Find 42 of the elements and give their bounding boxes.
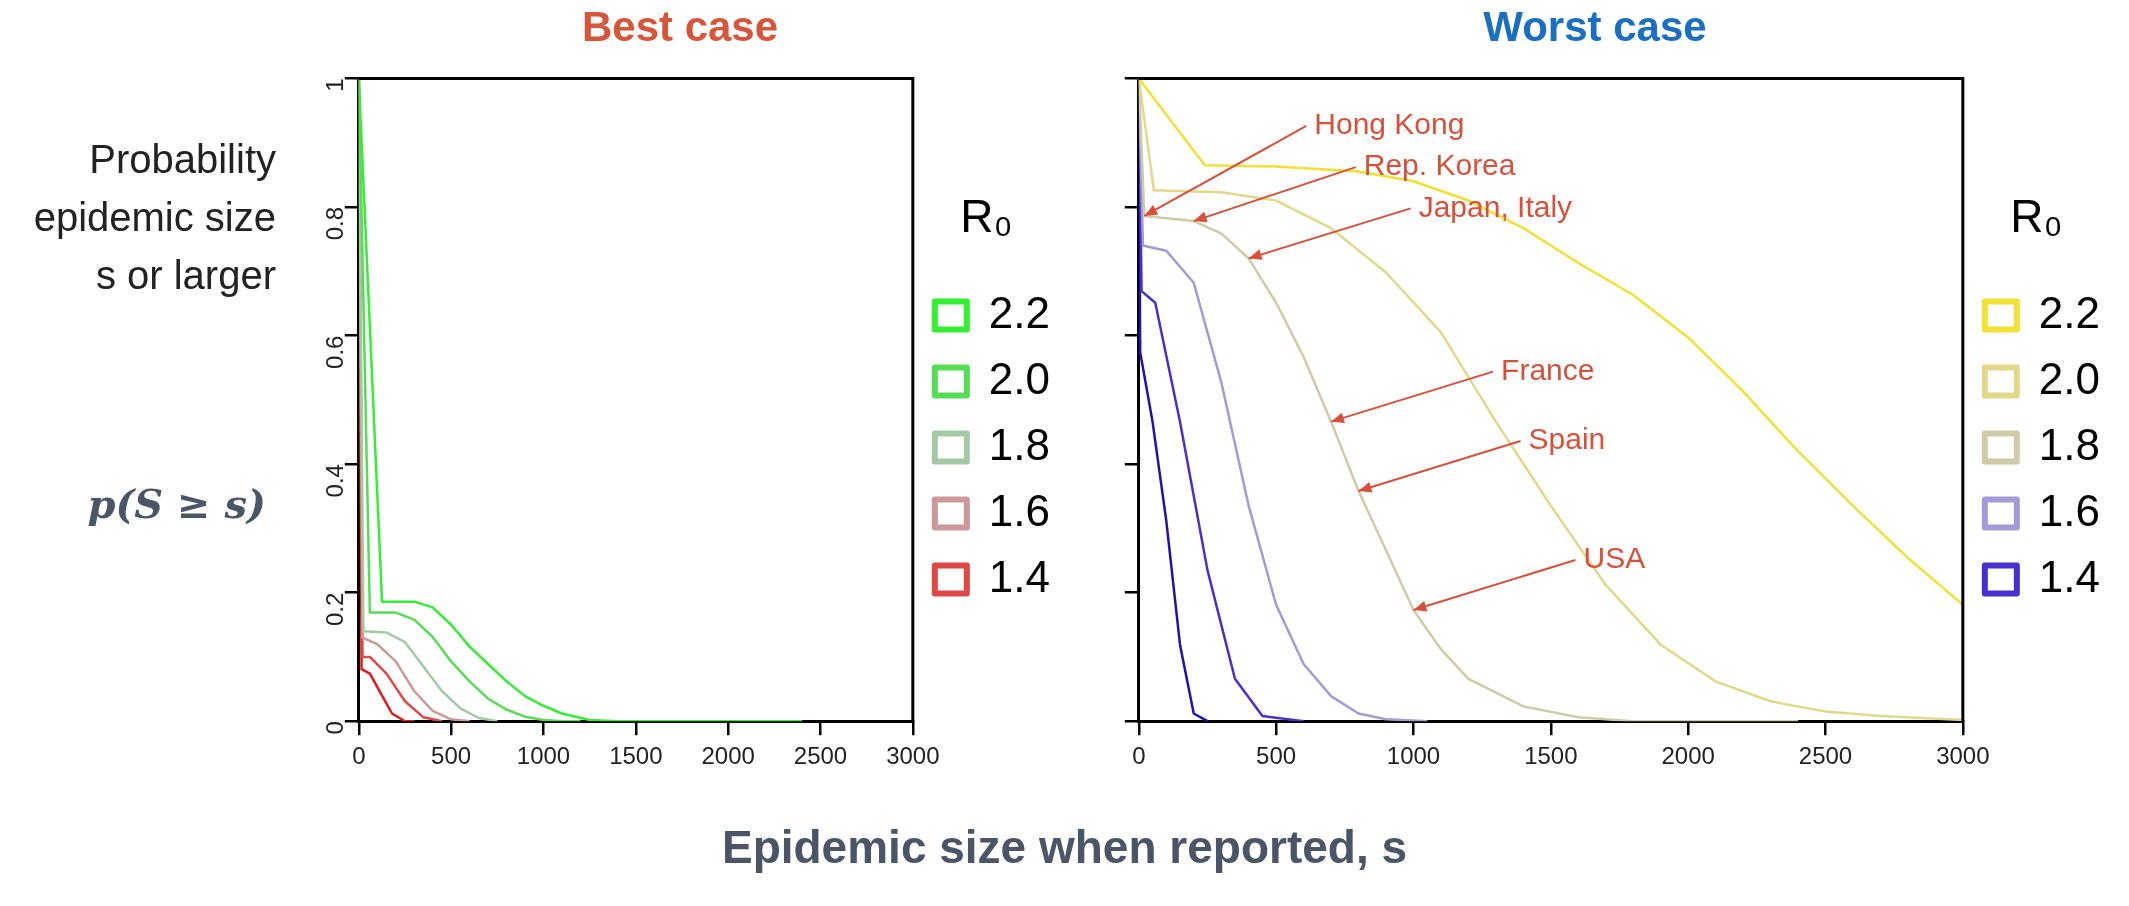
legend-title: R₀	[960, 190, 1013, 243]
legend-label: 2.2	[988, 287, 1051, 337]
x-tick-label: 3000	[1936, 742, 1990, 770]
legend-label: 1.8	[988, 419, 1051, 469]
legend-label: 2.0	[2038, 353, 2101, 403]
x-tick-label: 0	[1132, 742, 1146, 770]
x-tick-label: 1500	[609, 742, 663, 770]
y-tick-label: 0	[321, 721, 349, 735]
legend-title: R₀	[2010, 190, 2063, 243]
chart-title: Best case	[581, 2, 779, 50]
x-tick-label: 2500	[793, 742, 848, 770]
y-tick-label: 0.4	[321, 464, 349, 498]
annotation: Rep. Korea	[1363, 148, 1516, 182]
legend-label: 1.4	[988, 551, 1051, 601]
legend-label: 1.6	[988, 485, 1051, 535]
legend-label: 1.8	[2038, 419, 2101, 469]
y-tick-label: 0.8	[321, 206, 349, 241]
x-tick-label: 2000	[701, 742, 755, 770]
y-axis-title: Probability epidemic size s or larger	[32, 136, 276, 299]
y-tick-label: 1	[321, 78, 349, 92]
x-tick-label: 1500	[1524, 742, 1578, 770]
legend-label: 1.6	[2038, 485, 2101, 535]
legend-label: 2.0	[988, 353, 1051, 403]
chart-title: Worst case	[1483, 2, 1707, 50]
x-tick-label: 1000	[516, 742, 571, 770]
x-tick-label: 500	[431, 742, 472, 770]
x-axis-title: Epidemic size when reported, s	[720, 820, 1409, 874]
annotation: France	[1501, 352, 1595, 386]
legend-label: 1.4	[2038, 551, 2101, 601]
x-tick-label: 500	[1256, 742, 1297, 770]
annotation: Spain	[1528, 422, 1606, 456]
annotation: USA	[1583, 541, 1646, 575]
y-tick-label: 0.6	[321, 335, 349, 369]
x-tick-label: 2000	[1661, 742, 1715, 770]
annotation: Hong Kong	[1314, 107, 1465, 141]
x-tick-label: 1000	[1386, 742, 1441, 770]
text: p(S ≥ s)	[87, 480, 266, 527]
x-tick-label: 2500	[1798, 742, 1853, 770]
x-tick-label: 0	[352, 742, 366, 770]
y-tick-label: 0.2	[321, 592, 349, 627]
legend-label: 2.2	[2038, 287, 2101, 337]
x-tick-label: 3000	[886, 742, 940, 770]
